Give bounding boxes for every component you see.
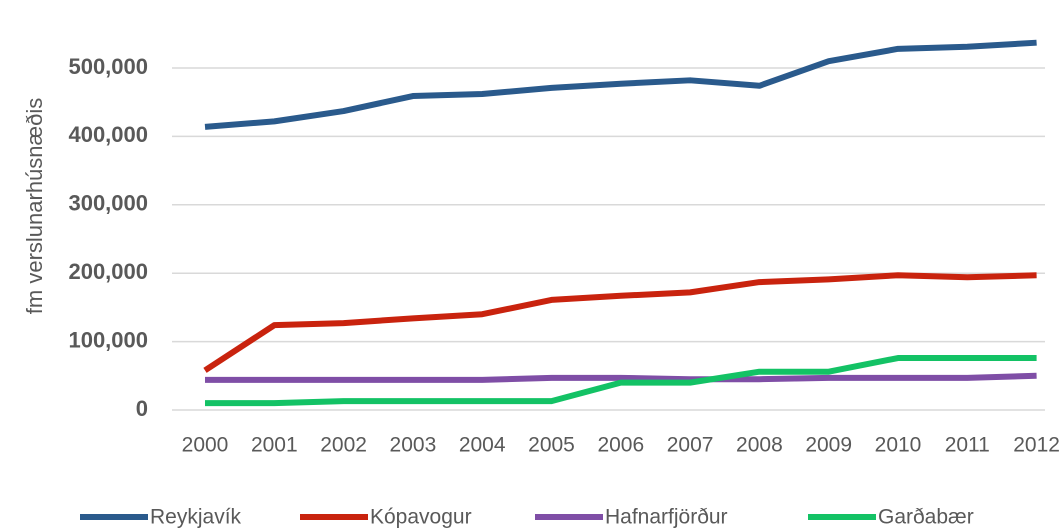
x-tick-label: 2001 [251, 434, 298, 457]
legend-label: Reykjavík [150, 506, 242, 529]
x-tick-label: 2010 [875, 434, 922, 457]
x-tick-label: 2007 [667, 434, 714, 457]
line [205, 355, 1037, 407]
x-tick-label: 2012 [1013, 434, 1060, 457]
x-tick-label: 2003 [390, 434, 437, 457]
legend-label: Hafnarfjörður [605, 506, 728, 529]
x-tick-label: 2006 [597, 434, 644, 457]
line [205, 372, 1037, 383]
line [204, 39, 1037, 130]
x-tick-label: 2004 [459, 434, 506, 457]
y-axis-label: fm verslunarhúsnæðis [22, 98, 47, 314]
x-tick-label: 2005 [528, 434, 575, 457]
y-tick-label: 200,000 [68, 259, 148, 284]
y-tick-label: 300,000 [68, 191, 148, 216]
line [203, 272, 1037, 373]
x-tick-label: 2000 [182, 434, 229, 457]
x-tick-label: 2009 [805, 434, 852, 457]
x-tick-label: 2011 [945, 434, 990, 457]
legend-label: Garðabær [878, 506, 974, 529]
y-tick-label: 500,000 [68, 54, 148, 79]
x-tick-label: 2008 [736, 434, 783, 457]
y-tick-label: 100,000 [68, 327, 148, 352]
y-tick-label: 400,000 [68, 122, 148, 147]
legend-label: Kópavogur [370, 506, 472, 529]
y-tick-label: 0 [136, 396, 148, 421]
x-tick-label: 2002 [320, 434, 367, 457]
